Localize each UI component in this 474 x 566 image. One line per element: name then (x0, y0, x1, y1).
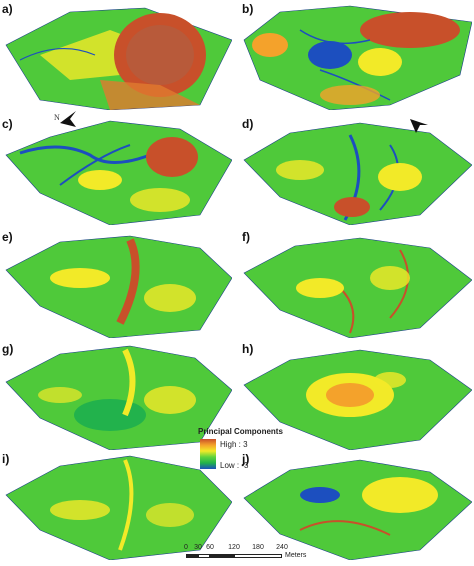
panel-label-d: d) (242, 117, 254, 131)
map-panel-d: d) (240, 115, 472, 225)
map-panel-h: h) (240, 340, 472, 450)
terrain-surface-c (5, 120, 232, 225)
north-arrow-left: N (54, 107, 80, 129)
north-arrow-icon (60, 111, 76, 127)
map-panel-i: i) (0, 450, 232, 560)
north-arrow-right (408, 113, 432, 135)
map-panel-a: a) (0, 0, 232, 110)
map-panel-e: e) (0, 228, 232, 338)
terrain-surface-e (5, 235, 232, 338)
scale-bar-segment-light (198, 554, 210, 558)
scale-bar: 0 30 60 120 180 240 Meters (182, 544, 352, 566)
scale-tick: 240 (276, 544, 288, 551)
panel-label-c: c) (2, 117, 13, 131)
scale-bar-segment-dark (186, 554, 198, 558)
terrain-surface-d (243, 122, 472, 225)
panel-label-f: f) (242, 230, 250, 244)
legend-color-ramp (200, 439, 216, 469)
panel-label-g: g) (2, 342, 14, 356)
panel-label-b: b) (242, 2, 254, 16)
map-panel-b: b) (240, 0, 472, 110)
scale-tick: 30 (194, 544, 202, 551)
north-label: N (54, 113, 60, 122)
map-panel-f: f) (240, 228, 472, 338)
terrain-surface-f (243, 237, 472, 338)
scale-bar-segment-light (234, 554, 282, 558)
scale-tick: 120 (228, 544, 240, 551)
map-panel-g: g) (0, 340, 232, 450)
panel-label-a: a) (2, 2, 13, 16)
panel-label-i: i) (2, 452, 10, 466)
terrain-surface-b (243, 5, 472, 110)
terrain-surface-i (5, 455, 232, 560)
north-arrow-icon (410, 119, 428, 133)
panel-label-j: j) (242, 452, 250, 466)
terrain-surface-h (243, 349, 472, 450)
terrain-surface-j (243, 459, 472, 560)
legend-low-label: Low : -3 (220, 461, 249, 470)
scale-tick: 0 (184, 544, 188, 551)
panel-label-e: e) (2, 230, 13, 244)
legend-high-label: High : 3 (220, 440, 248, 449)
map-panel-j: j) (240, 450, 472, 560)
legend-title: Principal Components (198, 427, 283, 436)
scale-unit: Meters (285, 552, 307, 559)
terrain-surface-a (5, 7, 232, 110)
scale-tick: 180 (252, 544, 264, 551)
scale-bar-segment-dark (210, 554, 234, 558)
map-legend: Principal Components High : 3 Low : -3 (198, 427, 308, 475)
map-panel-c: c) N (0, 111, 232, 225)
panel-label-h: h) (242, 342, 254, 356)
scale-tick: 60 (206, 544, 214, 551)
terrain-surface-g (5, 345, 232, 450)
